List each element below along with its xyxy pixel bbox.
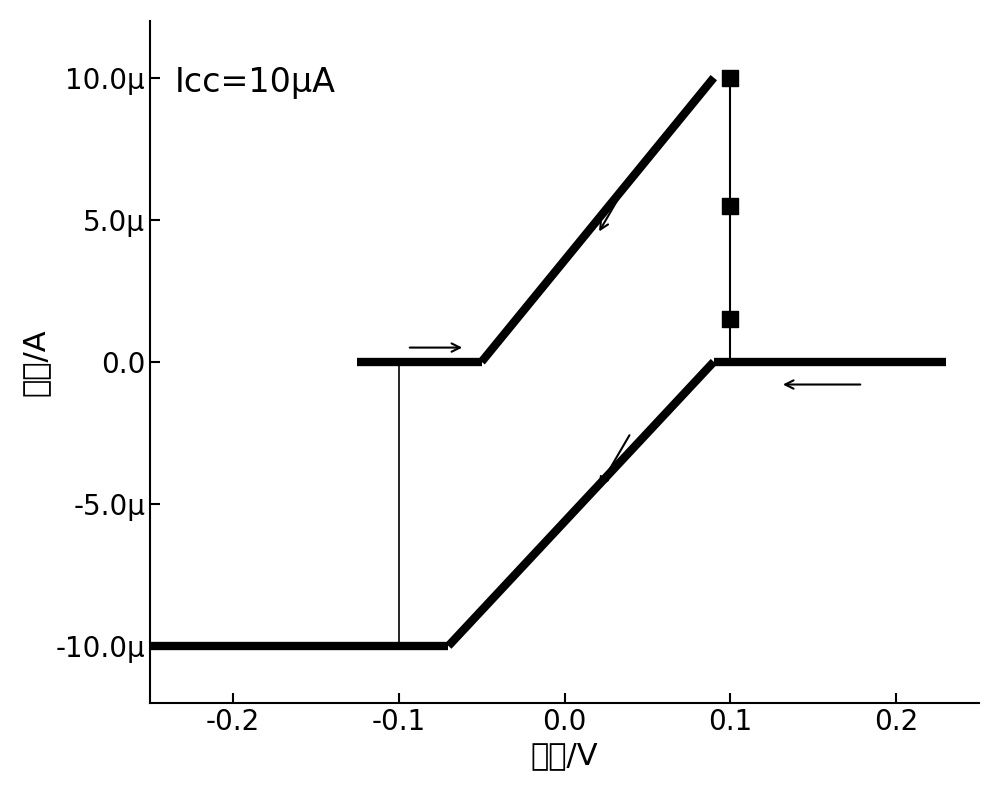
Y-axis label: 电流/A: 电流/A bbox=[21, 328, 50, 396]
X-axis label: 电压/V: 电压/V bbox=[531, 741, 598, 770]
Point bbox=[722, 313, 738, 326]
Text: Icc=10μA: Icc=10μA bbox=[175, 66, 336, 99]
Point bbox=[722, 199, 738, 212]
Point bbox=[722, 71, 738, 84]
